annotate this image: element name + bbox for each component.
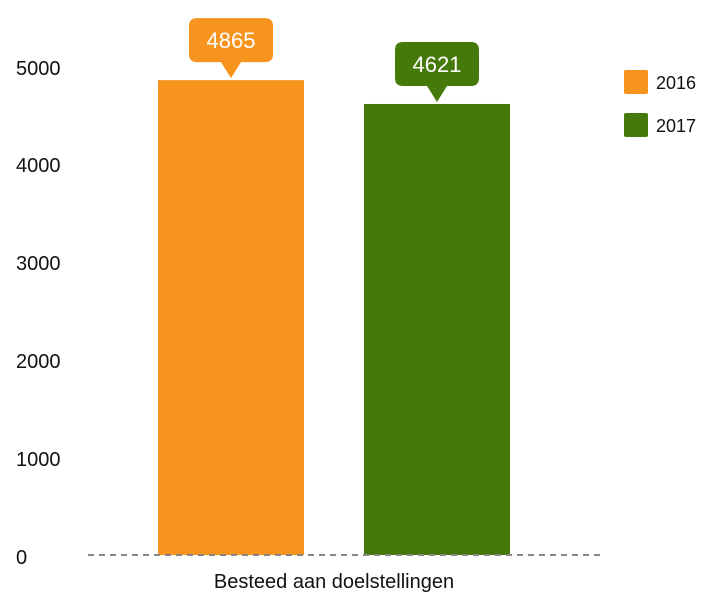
legend-swatch-2016 [624, 70, 648, 94]
bar-2017 [364, 103, 510, 555]
data-label-bubble-2017 [395, 41, 479, 102]
legend-swatch-2017 [624, 113, 648, 137]
y-tick-label: 0 [16, 547, 27, 569]
legend-label-2016: 2016 [656, 73, 696, 93]
legend: 2016 2017 [624, 70, 696, 137]
y-tick-label: 3000 [16, 253, 61, 275]
y-axis: 0 1000 2000 3000 4000 5000 [16, 58, 61, 569]
bar-2016 [158, 80, 304, 556]
y-tick-label: 5000 [16, 58, 61, 80]
y-tick-label: 4000 [16, 155, 61, 177]
y-tick-label: 1000 [16, 449, 61, 471]
data-label-bubble-2016 [189, 18, 273, 79]
legend-label-2017: 2017 [656, 116, 696, 136]
data-labels-group: 4865 4621 [189, 18, 479, 102]
x-category-label: Besteed aan doelstellingen [214, 571, 454, 593]
data-label-2016: 4865 [207, 28, 256, 53]
data-label-2017: 4621 [413, 52, 462, 77]
y-tick-label: 2000 [16, 351, 61, 373]
bars-group [158, 80, 510, 556]
